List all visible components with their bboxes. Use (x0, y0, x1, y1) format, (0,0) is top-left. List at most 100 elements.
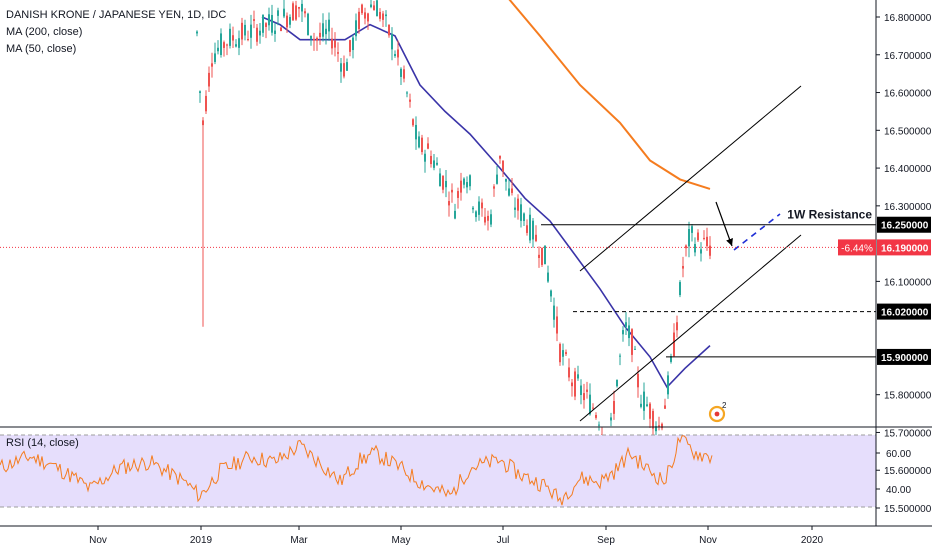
candle-body (463, 178, 465, 185)
candle-body (664, 405, 666, 409)
candle-body (622, 330, 624, 335)
candle-body (439, 173, 441, 187)
candle-body (652, 410, 654, 429)
rsi-line (0, 435, 713, 506)
candle-body (205, 95, 207, 112)
candle-body (358, 11, 360, 30)
price-tick-label: 15.500000 (884, 504, 932, 515)
candle-body (670, 356, 672, 362)
drawing-tools: 1W Resistance (0, 85, 876, 475)
candle-body (553, 305, 555, 320)
candle-body (331, 38, 333, 49)
candle-body (556, 316, 558, 334)
symbol-legend: DANISH KRONE / JAPANESE YEN, 1D, IDC (6, 9, 227, 21)
candle-body (196, 31, 198, 34)
candle-body (616, 380, 618, 387)
candle-body (379, 12, 381, 19)
candle-body (628, 325, 630, 339)
price-tick-label: 16.700000 (884, 51, 932, 62)
candle-body (586, 389, 588, 392)
rsi-tick-label: 40.00 (886, 485, 911, 496)
time-tick-label: Sep (597, 535, 615, 546)
candle-body (340, 63, 342, 72)
candle-body (487, 215, 489, 221)
candle-body (469, 175, 471, 187)
candle-body (319, 32, 321, 38)
candle-body (301, 3, 303, 12)
candle-body (247, 39, 249, 41)
candle-body (547, 272, 549, 282)
candle-body (481, 202, 483, 209)
candle-body (637, 373, 639, 388)
support-price-badge-bg (877, 348, 931, 365)
price-tick-label: 15.600000 (884, 466, 932, 477)
candle-body (286, 15, 288, 28)
resistance-annotation: 1W Resistance (787, 208, 872, 222)
candle-body (532, 220, 534, 240)
candle-body (541, 247, 543, 265)
channel-lower-line (579, 234, 802, 422)
projection-dashed-line (733, 213, 781, 251)
candle-body (523, 213, 525, 221)
candle-body (499, 155, 501, 159)
candle-body (208, 72, 210, 87)
candle-body (634, 348, 636, 350)
candle-body (355, 20, 357, 37)
candle-body (292, 3, 294, 21)
candle-body (298, 7, 300, 9)
candle-body (220, 33, 222, 55)
candle-body (250, 24, 252, 38)
candle-body (406, 92, 408, 94)
price-tick-label: 16.100000 (884, 277, 932, 288)
candle-body (700, 249, 702, 254)
ma-50-path (261, 16, 711, 389)
candle-body (397, 49, 399, 58)
candle-body (610, 417, 612, 421)
current-price-badge-bg (877, 239, 931, 256)
candle-body (520, 204, 522, 221)
candle-body (619, 355, 621, 357)
candle-body (505, 178, 507, 182)
price-tick-label: 16.300000 (884, 202, 932, 213)
candle-body (514, 207, 516, 210)
candle-body (277, 10, 279, 16)
candle-body (241, 22, 243, 40)
candle-body (328, 19, 330, 32)
candle-body (658, 425, 660, 427)
ma-50-line (261, 16, 711, 389)
ma-200-path (508, 0, 711, 190)
candle-body (574, 371, 576, 397)
candle-body (646, 404, 648, 407)
change-badge-label: -6.44% (841, 243, 873, 254)
change-badge-bg (838, 239, 876, 256)
candle-body (391, 33, 393, 50)
candle-body (271, 15, 273, 33)
candle-body (370, 4, 372, 8)
channel-upper-line (579, 85, 802, 272)
candle-body (562, 350, 564, 357)
candle-body (226, 44, 228, 46)
candle-body (535, 234, 537, 242)
candle-body (694, 243, 696, 253)
candle-body (697, 232, 699, 241)
time-tick-label: 2020 (801, 535, 824, 546)
candle-body (199, 91, 201, 93)
candle-body (265, 23, 267, 27)
candle-body (613, 401, 615, 414)
candle-body (529, 214, 531, 241)
candle-body (235, 44, 237, 47)
price-tick-label: 16.600000 (884, 89, 932, 100)
candle-body (427, 143, 429, 149)
candle-body (577, 374, 579, 379)
candle-body (394, 54, 396, 57)
price-tick-label: 16.800000 (884, 13, 932, 24)
candle-body (307, 13, 309, 35)
candle-body (376, 0, 378, 17)
candle-body (352, 37, 354, 51)
candle-body (418, 136, 420, 148)
candle-body (550, 290, 552, 297)
candle-body (334, 40, 336, 48)
candle-body (709, 245, 711, 256)
candle-body (289, 17, 291, 25)
